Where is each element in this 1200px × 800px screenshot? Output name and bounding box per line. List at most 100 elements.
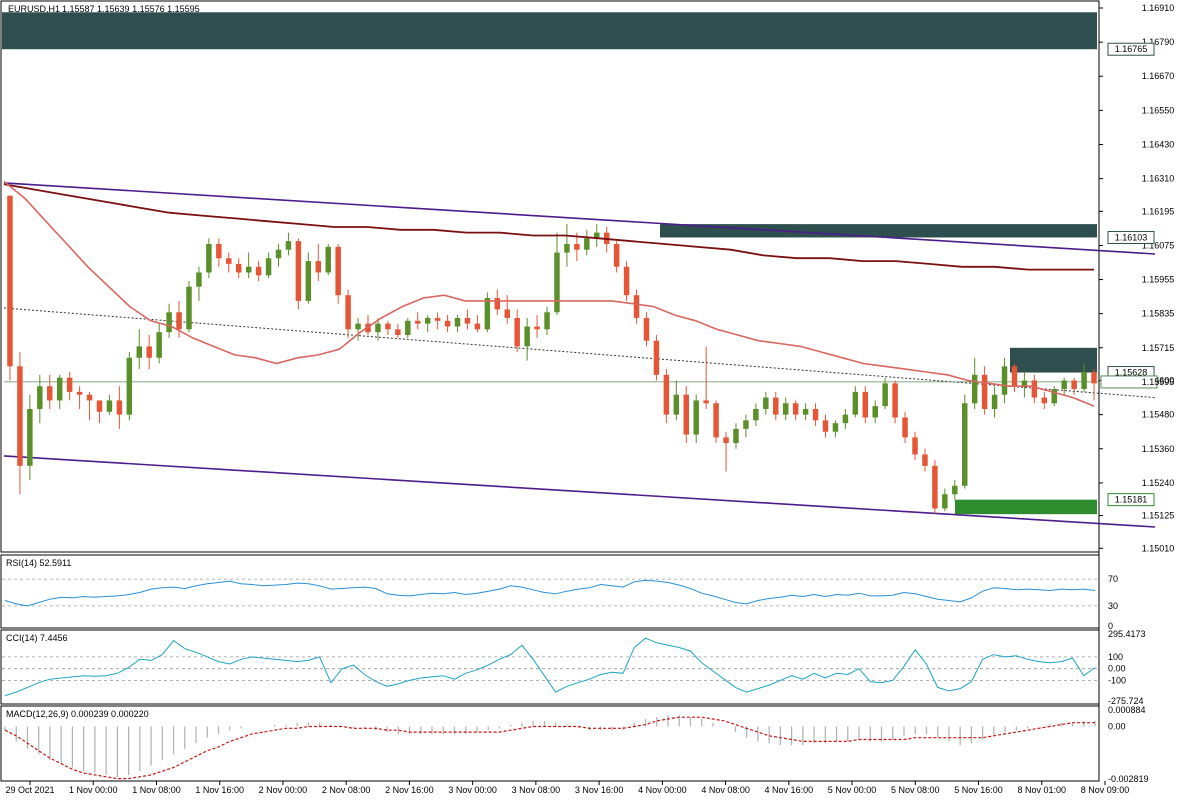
candle-body [792,403,799,415]
candle [952,480,958,500]
price-tick-label: 1.16075 [1142,240,1175,250]
macd-pane[interactable] [0,705,1100,782]
candle-body [166,312,172,333]
candle [345,289,351,338]
rsi-pane[interactable] [0,554,1100,629]
candle-body [146,346,152,358]
candle [494,289,501,316]
candle [713,400,719,444]
candle-body [623,266,630,296]
candle [594,224,600,247]
candle [76,386,83,409]
candle-body [494,298,501,310]
candle-body [216,244,222,259]
candle-body [434,317,441,321]
level-zone-1.16765 [2,12,1097,50]
candle [643,312,650,347]
channel-upper-line [3,182,1156,255]
candle [514,309,520,353]
time-tick-label: 29 Oct 2021 [5,785,54,795]
candle-body [47,386,53,401]
candle [484,292,491,333]
candle-body [76,391,83,395]
candle [912,431,918,461]
candle-body [355,323,361,330]
macd-tick-label: -0.002819 [1108,774,1149,784]
candle [424,315,431,333]
candle-body [1061,380,1067,390]
candle [216,238,222,267]
candle [773,391,779,421]
candle [116,386,123,429]
candle [932,460,938,515]
candle-body [584,238,590,250]
macd-tick-label: 0.00 [1108,721,1126,731]
candle-body [454,317,461,327]
candle [395,323,401,338]
time-tick-label: 1 Nov 00:00 [69,785,118,795]
price-pane[interactable] [0,0,1100,553]
candle-body [1021,380,1028,387]
price-axis: 1.16910 1.16790 1.16670 1.16550 1.16430 1.163… [1099,3,1174,553]
candle-body [1001,366,1008,395]
candle-body [902,417,908,438]
zones-layer [2,12,1097,515]
candle-body [235,263,242,273]
cci-tick-label: 295.4173 [1108,629,1146,639]
cci-line [4,637,1096,697]
candle [1001,357,1008,404]
candle [1011,363,1018,392]
candle-body [474,323,481,330]
candle-body [1081,371,1087,390]
candle-body [862,391,869,418]
candle [47,374,53,409]
candle [176,300,182,338]
candle [564,224,570,267]
candle [534,315,540,338]
candle [693,394,699,444]
time-tick-label: 5 Nov 00:00 [828,785,877,795]
time-tick-label: 4 Nov 08:00 [701,785,750,795]
candle [922,448,928,472]
candle [703,346,709,409]
candle [782,397,789,421]
candle-body [1051,389,1057,404]
price-tick-label: 1.15125 [1142,511,1175,521]
time-tick-label: 3 Nov 00:00 [448,785,497,795]
candle-body [942,494,948,509]
level-tag-box [1107,230,1155,244]
candle [7,195,13,381]
time-tick-label: 2 Nov 16:00 [385,785,434,795]
candle-body [176,312,182,330]
candle [882,377,888,409]
candle [255,261,262,281]
candle [126,352,133,421]
candle-body [703,400,709,404]
candle [812,403,819,427]
candle-body [524,326,530,347]
candle [235,258,242,279]
cci-pane[interactable] [0,629,1100,705]
candle-body [156,332,162,358]
candle [17,352,23,495]
candle-body [932,465,938,509]
candle [66,371,73,401]
price-tick-label: 1.15600 [1142,376,1175,386]
rsi-tick-label: 0 [1108,621,1113,631]
time-tick-label: 1 Nov 08:00 [132,785,181,795]
candle-body [554,252,560,313]
candle [146,335,152,370]
candle [942,488,948,512]
candle [792,400,799,421]
candle [96,400,103,424]
level-tag-1.15628: 1.15628 [1115,368,1148,378]
candle-body [1071,380,1077,390]
level-zone-1.15628 [1010,347,1097,373]
candle-body [514,317,520,347]
candle [1021,371,1028,398]
chart-header-ohlc: 1.15587 1.15639 1.15576 1.15595 [62,4,200,14]
candle-body [564,244,570,253]
time-tick-label: 3 Nov 08:00 [512,785,561,795]
candle-body [1041,397,1048,404]
